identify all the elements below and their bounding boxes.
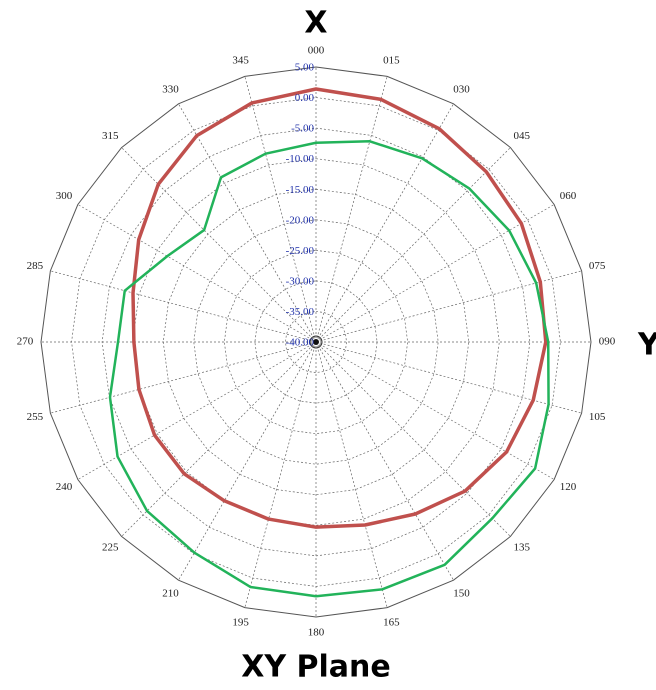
grid-spoke (121, 341, 317, 537)
r-tick-label: -30.00 (286, 275, 315, 287)
grid-spoke (315, 76, 388, 343)
grid-spoke (50, 341, 317, 414)
grid-spoke (244, 76, 317, 343)
angle-label: 315 (102, 130, 119, 142)
r-tick-label: -5.00 (291, 123, 314, 135)
angle-label: 000 (308, 45, 325, 57)
r-tick-label: -15.00 (286, 184, 315, 196)
angle-label: 150 (453, 588, 470, 600)
angle-label: 345 (232, 54, 249, 66)
series-line (131, 87, 548, 529)
chart-title: XY Plane (241, 650, 391, 685)
series-line (108, 140, 550, 598)
x-axis-label: X (304, 6, 327, 41)
grid-spoke (315, 204, 555, 343)
angle-label: 330 (162, 84, 179, 96)
grid-spoke (315, 341, 454, 581)
r-tick-label: 5.00 (295, 62, 315, 74)
angle-label: 165 (383, 617, 400, 629)
grid-spoke (315, 341, 555, 480)
angle-label: 285 (27, 260, 44, 272)
r-tick-label: -25.00 (286, 245, 315, 257)
angle-label: 105 (589, 411, 606, 423)
grid-spoke (77, 341, 317, 480)
angle-label: 075 (589, 260, 606, 272)
angle-label: 090 (599, 336, 616, 348)
grid-ring (40, 66, 592, 618)
r-tick-label: -10.00 (286, 153, 315, 165)
grid-spoke (50, 270, 317, 343)
angle-label: 060 (560, 190, 577, 202)
angle-label: 195 (232, 617, 249, 629)
grid-spoke (244, 341, 317, 608)
r-tick-label: -35.00 (286, 306, 315, 318)
center-ring (309, 335, 323, 349)
y-axis-label: Y (637, 328, 656, 363)
r-tick-label: -40.00 (286, 337, 315, 349)
grid-spoke (121, 147, 317, 343)
grid-spoke (315, 341, 582, 414)
angle-label: 300 (56, 190, 73, 202)
center-dot (313, 339, 319, 345)
r-tick-label: 0.00 (295, 92, 315, 104)
angle-label: 210 (162, 588, 179, 600)
angle-label: 045 (514, 130, 531, 142)
grid-spoke (315, 147, 511, 343)
grid-spoke (178, 341, 317, 581)
angle-label: 180 (308, 627, 325, 639)
angle-label: 030 (453, 84, 470, 96)
angle-label: 255 (27, 411, 44, 423)
r-tick-label: -20.00 (286, 214, 315, 226)
angle-label: 240 (56, 481, 73, 493)
angle-label: 120 (560, 481, 577, 493)
grid-spoke (315, 341, 511, 537)
grid-spoke (315, 103, 454, 343)
angle-label: 225 (102, 541, 119, 553)
grid-ring (132, 158, 500, 526)
angle-label: 270 (17, 336, 34, 348)
angle-label: 135 (514, 541, 531, 553)
grid-spoke (315, 341, 388, 608)
grid-spoke (178, 103, 317, 343)
grid-spoke (77, 204, 317, 343)
angle-label: 015 (383, 54, 400, 66)
